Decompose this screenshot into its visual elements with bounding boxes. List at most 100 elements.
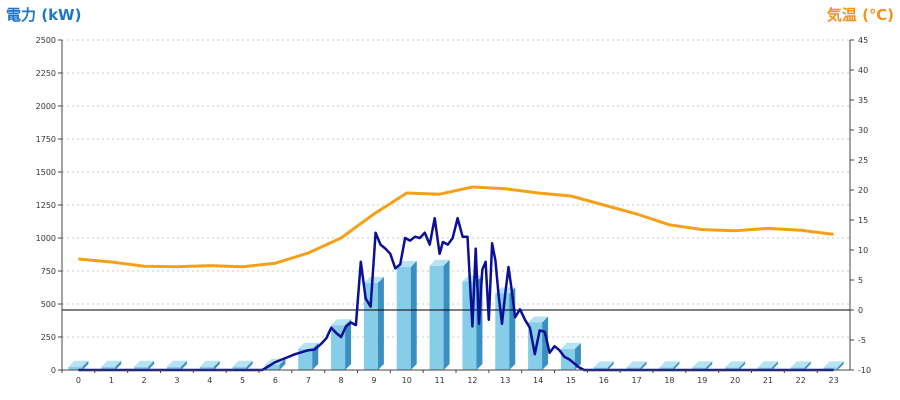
bar-top bbox=[823, 361, 844, 368]
y-right-tick-label: 35 bbox=[858, 96, 868, 105]
bar-top bbox=[134, 360, 155, 367]
bar bbox=[659, 367, 674, 370]
bar bbox=[363, 282, 378, 370]
bar bbox=[626, 367, 641, 370]
bar bbox=[725, 367, 740, 370]
x-tick-label: 13 bbox=[500, 376, 510, 385]
bar bbox=[232, 366, 247, 370]
power-line bbox=[78, 216, 834, 372]
y-left-tick-label: 2500 bbox=[36, 36, 56, 45]
y-right-tick-label: 10 bbox=[858, 246, 868, 255]
bar-side bbox=[410, 261, 417, 370]
x-tick-label: 8 bbox=[339, 376, 344, 385]
bar-side bbox=[739, 361, 746, 370]
y-left-tick-label: 2250 bbox=[36, 69, 56, 78]
y-left-tick-label: 750 bbox=[41, 267, 56, 276]
bar-top bbox=[298, 342, 319, 349]
bar-side bbox=[837, 361, 844, 370]
y-right-tick-label: 15 bbox=[858, 216, 868, 225]
x-tick-label: 2 bbox=[142, 376, 147, 385]
bar bbox=[101, 366, 116, 370]
y-right-tick-label: 20 bbox=[858, 186, 868, 195]
y-left-tick-label: 1250 bbox=[36, 201, 56, 210]
x-tick-label: 7 bbox=[306, 376, 311, 385]
bar-top bbox=[757, 361, 778, 368]
temperature-line-series bbox=[78, 185, 834, 269]
x-tick-label: 11 bbox=[434, 376, 444, 385]
temperature-line bbox=[78, 185, 834, 269]
bar bbox=[692, 367, 707, 370]
x-tick-label: 1 bbox=[109, 376, 114, 385]
bar-top bbox=[101, 360, 122, 367]
bar bbox=[790, 367, 805, 370]
x-tick-label: 19 bbox=[697, 376, 707, 385]
bar-side bbox=[574, 342, 581, 370]
bar bbox=[593, 367, 608, 370]
bar-side bbox=[82, 360, 89, 370]
y-left-tick-label: 1500 bbox=[36, 168, 56, 177]
bar-side bbox=[542, 316, 549, 370]
bar-top bbox=[790, 361, 811, 368]
bar-side bbox=[115, 360, 122, 370]
y-left-tick-label: 500 bbox=[41, 300, 56, 309]
bar-side bbox=[246, 360, 253, 370]
y-left-tick-label: 0 bbox=[51, 366, 56, 375]
bar bbox=[757, 367, 772, 370]
bar-top bbox=[166, 360, 187, 367]
x-tick-label: 4 bbox=[207, 376, 212, 385]
x-tick-label: 16 bbox=[599, 376, 609, 385]
bar-side bbox=[180, 360, 187, 370]
y-left-tick-label: 1750 bbox=[36, 135, 56, 144]
bar bbox=[68, 366, 83, 370]
x-tick-label: 20 bbox=[730, 376, 740, 385]
bar-top bbox=[593, 361, 614, 368]
axes bbox=[58, 39, 854, 373]
x-tick-label: 17 bbox=[631, 376, 641, 385]
bar-top bbox=[199, 360, 220, 367]
bar-side bbox=[640, 361, 647, 370]
bar bbox=[396, 267, 411, 370]
bar-side bbox=[345, 319, 352, 370]
bar bbox=[166, 366, 181, 370]
x-tick-label: 15 bbox=[566, 376, 576, 385]
x-tick-label: 10 bbox=[402, 376, 412, 385]
y-left-tick-label: 250 bbox=[41, 333, 56, 342]
x-tick-label: 6 bbox=[273, 376, 278, 385]
y-right-tick-label: -5 bbox=[858, 336, 866, 345]
y-axis-right-title: 気温 (℃) bbox=[826, 6, 894, 24]
x-tick-label: 22 bbox=[796, 376, 806, 385]
bar-top bbox=[725, 361, 746, 368]
bar-side bbox=[771, 361, 778, 370]
x-tick-label: 3 bbox=[174, 376, 179, 385]
bar-top bbox=[560, 342, 581, 349]
x-tick-label: 23 bbox=[828, 376, 838, 385]
y-right-tick-label: 25 bbox=[858, 156, 868, 165]
bar-side bbox=[213, 360, 220, 370]
bar bbox=[495, 293, 510, 370]
bar bbox=[265, 364, 280, 370]
y-right-tick-label: -10 bbox=[858, 366, 871, 375]
bar-side bbox=[148, 360, 155, 370]
bar bbox=[199, 366, 214, 370]
bar-side bbox=[804, 361, 811, 370]
bar-top bbox=[331, 319, 352, 326]
bar-top bbox=[626, 361, 647, 368]
bar bbox=[134, 366, 149, 370]
x-tick-label: 12 bbox=[467, 376, 477, 385]
y-right-tick-label: 30 bbox=[858, 126, 868, 135]
y-left-tick-label: 1000 bbox=[36, 234, 56, 243]
bar-top bbox=[692, 361, 713, 368]
y-left-tick-label: 2000 bbox=[36, 102, 56, 111]
bar-side bbox=[443, 259, 450, 370]
bar-side bbox=[377, 276, 384, 370]
y-right-tick-label: 40 bbox=[858, 66, 868, 75]
bar-side bbox=[706, 361, 713, 370]
bar-top bbox=[232, 360, 253, 367]
bar bbox=[823, 367, 838, 370]
bar-side bbox=[607, 361, 614, 370]
x-tick-label: 5 bbox=[240, 376, 245, 385]
bar-top bbox=[659, 361, 680, 368]
bar bbox=[298, 348, 313, 370]
